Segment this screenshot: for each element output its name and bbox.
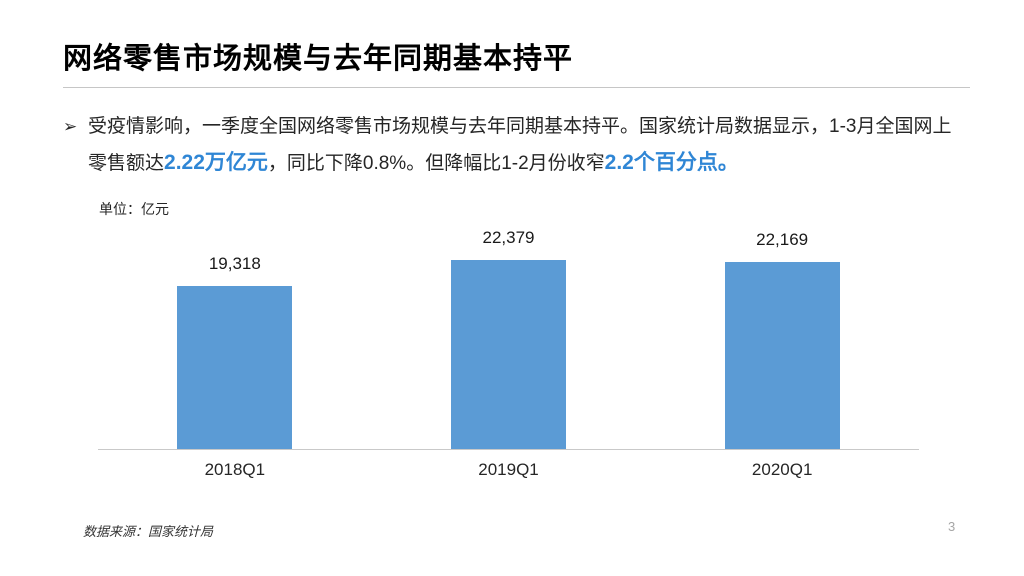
bar-column: 22,169	[724, 230, 840, 449]
bar	[450, 260, 566, 449]
title-divider	[63, 87, 970, 88]
chart-unit-label: 单位：亿元	[99, 201, 169, 217]
bullet-arrow-icon: ➢	[63, 117, 78, 136]
bullet-text-segment: 受疫情影响，一季度全国网络零售市场规模与去年同期基本持平。国家统计局数据显示，1…	[88, 116, 952, 174]
category-axis: 2018Q1 2019Q1 2020Q1	[98, 460, 919, 480]
bar-value-label: 22,379	[482, 228, 535, 247]
highlight-value-2: 2.2个百分点。	[604, 151, 739, 174]
bullet-text-segment: ，同比下降0.8%。但降幅比1-2月份收窄	[267, 153, 605, 174]
page-number: 3	[948, 519, 956, 534]
x-axis-line	[98, 449, 919, 450]
category-label: 2018Q1	[204, 460, 266, 479]
category-label: 2020Q1	[751, 460, 813, 479]
bar	[177, 286, 293, 449]
bar-value-label: 22,169	[756, 230, 809, 249]
bar-column: 22,379	[450, 228, 566, 449]
slide-title: 网络零售市场规模与去年同期基本持平	[63, 43, 574, 75]
bar	[724, 262, 840, 449]
plot-area: 19,318 22,379 22,169	[98, 228, 919, 449]
bullet-paragraph: ➢ 受疫情影响，一季度全国网络零售市场规模与去年同期基本持平。国家统计局数据显示，…	[63, 109, 963, 182]
category-label: 2019Q1	[478, 460, 539, 479]
data-source-note: 数据来源：国家统计局	[83, 524, 214, 539]
highlight-value-1: 2.22万亿元	[164, 151, 268, 174]
bar-column: 19,318	[177, 254, 293, 449]
bar-value-label: 19,318	[208, 254, 261, 273]
